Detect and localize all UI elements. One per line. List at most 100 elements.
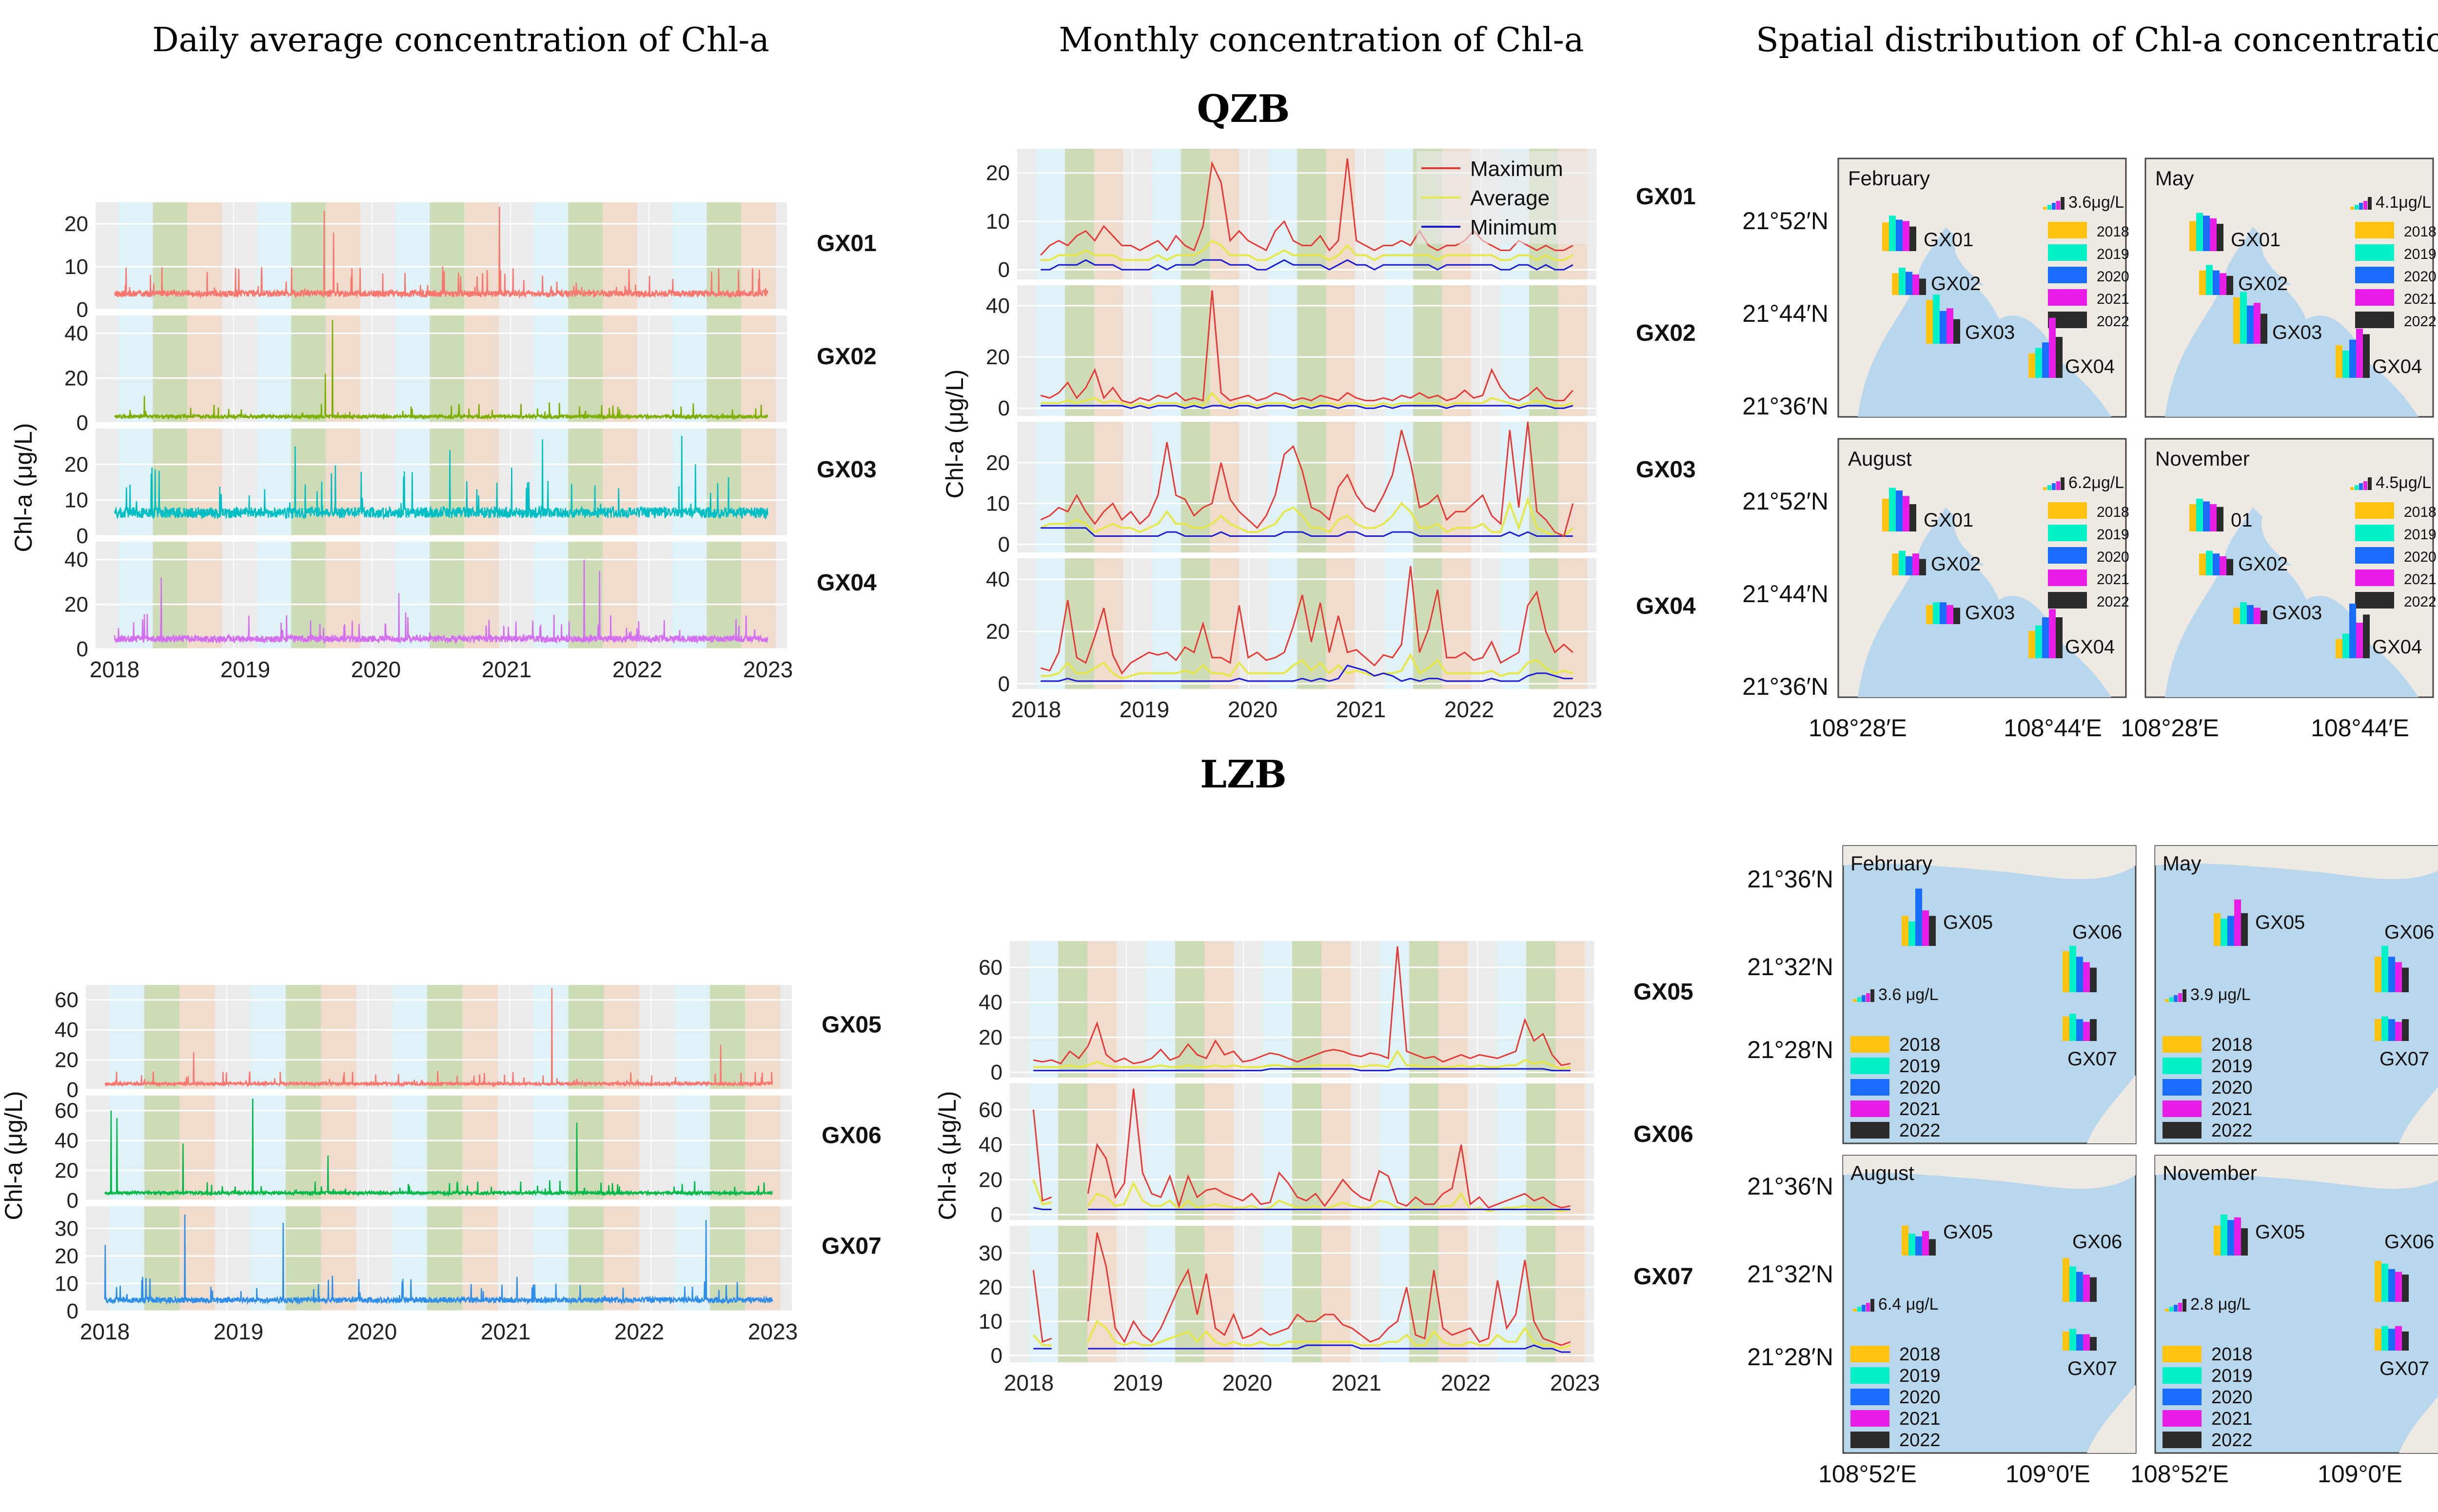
season-band-spring [533,315,569,423]
x-tick-label: 2020 [351,657,401,682]
bay-area [2223,227,2292,285]
legend-swatch-2019 [1850,1058,1889,1074]
season-band-summer [1529,422,1558,552]
y-tick-label: 20 [986,345,1010,369]
season-band-autumn [1210,558,1239,689]
series-min-gx02 [1041,405,1573,409]
scale-bar [2061,477,2064,490]
season-band-autumn [187,315,222,423]
scale-label: 4.5μg/L [2376,473,2431,492]
site-label-gx05: GX05 [1943,912,1993,933]
bar-gx06-y2020 [2076,1272,2083,1302]
legend-year-2019: 2019 [1899,1056,1941,1077]
series-max-gx07 [1087,1232,1571,1346]
bar-gx06-y2019 [2381,945,2388,992]
bar-gx02-y2022 [1919,278,1926,295]
site-label-gx03: GX03 [1965,322,2015,343]
map-month-label: May [2155,167,2194,190]
bar-gx04-y2020 [2042,342,2049,378]
season-band-spring [1268,422,1298,552]
season-band-autumn [179,1096,215,1200]
station-label: GX01 [817,231,877,256]
season-band-autumn [187,542,222,649]
season-band-summer [568,985,604,1090]
station-label: GX07 [822,1234,882,1259]
legend-year-2021: 2021 [2404,291,2437,307]
sea-area [1858,551,2111,697]
y-tick-label: 40 [55,1129,79,1153]
bar-gx05-y2020 [2227,916,2234,946]
legend-year-2022: 2022 [2097,594,2129,610]
bar-gx03-y2018 [1926,300,1933,344]
bar-gx04-y2021 [2049,317,2056,378]
bar-gx07-y2022 [2090,1337,2097,1351]
y-tick-label: 0 [67,1078,79,1102]
season-band-summer [1175,1226,1204,1362]
lon-label: 108°28′E [1809,714,1907,742]
site-label-gx01: GX01 [2231,229,2281,251]
season-band-spring [109,985,144,1090]
season-band-summer [709,985,746,1090]
season-band-spring [118,429,153,536]
season-band-spring [256,429,292,536]
scale-bar [1857,1307,1861,1312]
bar-gx01-y2020 [2203,501,2210,531]
season-band-autumn [1326,285,1356,416]
x-tick-label: 2018 [1004,1370,1054,1395]
legend-swatch-2018 [2355,222,2394,238]
series-max-gx07 [1032,1270,1052,1343]
season-band-autumn [1321,941,1351,1078]
season-band-autumn [1094,422,1123,552]
lat-label: 21°36′N [1742,393,1828,420]
lon-label: 108°52′E [1818,1460,1917,1488]
season-band-spring [1268,149,1298,279]
legend-swatch-2020 [2355,267,2394,283]
season-band-autumn [1555,941,1585,1078]
legend-year-2018: 2018 [1899,1344,1941,1365]
station-label: GX05 [1633,979,1693,1005]
scale-bar [2052,483,2056,490]
legend-year-2018: 2018 [2211,1035,2253,1055]
legend-swatch-2022 [2163,1122,2202,1139]
season-band-summer [568,315,603,423]
scale-bar [1870,989,1874,1002]
season-band-summer [1409,1226,1438,1362]
legend-swatch-2018 [2163,1346,2202,1362]
legend-year-2022: 2022 [2404,594,2437,610]
legend-swatch-2020 [1850,1389,1889,1405]
scale-bar [2043,207,2047,210]
season-band-summer [1175,1083,1204,1220]
bar-gx06-y2022 [2402,967,2409,992]
x-tick-label: 2023 [1553,697,1602,722]
bar-gx01-y2019 [1889,488,1896,531]
y-tick-label: 40 [986,568,1010,591]
station-label: GX02 [817,344,877,370]
season-band-spring [672,542,707,649]
season-band-summer [1181,422,1210,552]
y-tick-label: 20 [986,620,1010,644]
season-band-autumn [1210,422,1239,552]
series-avg-gx06 [1032,1179,1052,1205]
bar-gx03-y2020 [2247,605,2254,624]
season-band-autumn [187,429,222,536]
season-band-spring [1497,941,1526,1078]
season-band-spring [1263,1083,1292,1220]
bar-gx01-y2022 [1909,226,1916,251]
bar-gx07-y2019 [2069,1329,2076,1351]
sea-area [2165,551,2418,697]
scale-label: 3.6 μg/L [1878,985,1939,1004]
series-max-gx02 [1040,290,1573,404]
season-band-autumn [603,542,638,649]
bar-gx03-y2021 [1946,605,1953,624]
y-tick-label: 10 [986,210,1010,234]
bar-gx05-y2019 [1908,1234,1915,1256]
legend-swatch-2019 [2048,525,2087,541]
bar-gx06-y2020 [2388,957,2395,992]
lat-label: 21°28′N [1747,1036,1833,1063]
bar-gx04-y2019 [2035,348,2042,378]
season-band-spring [533,985,569,1090]
legend-year-2020: 2020 [2404,269,2437,285]
season-band-autumn [604,1096,639,1200]
